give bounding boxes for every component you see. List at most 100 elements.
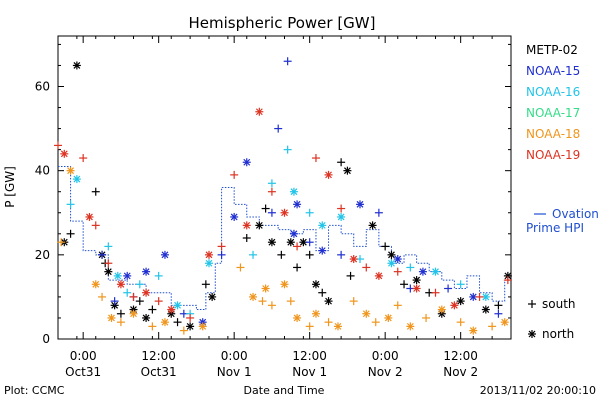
data-point-south — [201, 280, 210, 289]
legend: METP-02 NOAA-15 NOAA-16 NOAA-17 NOAA-18 NOAA-… — [526, 43, 580, 162]
data-point-south — [242, 234, 251, 242]
y-tick-label: 60 — [35, 80, 50, 94]
data-point-south — [406, 263, 415, 272]
data-markers — [54, 57, 512, 335]
data-point-north — [481, 292, 490, 301]
x-tick-label: 12:00 — [292, 349, 327, 363]
data-point-north — [205, 250, 213, 259]
data-point-south — [362, 263, 371, 272]
plot-frame — [57, 35, 512, 340]
data-point-south — [267, 208, 276, 217]
data-point-south — [104, 259, 113, 268]
y-axis-label: P [GW] — [3, 166, 17, 208]
data-point-north — [418, 267, 427, 276]
series-noaa-16 — [66, 145, 490, 318]
data-point-north — [280, 208, 289, 217]
data-point-south — [186, 313, 195, 322]
data-point-south — [54, 141, 62, 150]
marker-legend-label: south — [542, 297, 576, 311]
data-point-north — [205, 259, 213, 268]
x-tick-label: 0:00 — [70, 349, 97, 363]
data-point-north — [116, 280, 125, 289]
x-tick-label: 0:00 — [372, 349, 399, 363]
data-point-south — [261, 204, 270, 213]
data-point-north — [387, 250, 396, 259]
data-point-north — [362, 309, 371, 318]
data-point-south — [258, 297, 267, 306]
x-tick-date: Nov 1 — [292, 365, 327, 379]
data-point-south — [217, 250, 226, 259]
legend-item-metp-02: METP-02 — [526, 43, 578, 57]
marker-legend: south north — [528, 297, 576, 341]
footer-timestamp: 2013/11/02 20:00:10 — [480, 384, 596, 397]
data-point-south — [305, 238, 314, 247]
data-point-south — [110, 297, 119, 306]
data-point-north — [66, 166, 75, 175]
data-point-south — [393, 301, 402, 310]
data-point-south — [475, 292, 484, 301]
data-point-south — [311, 154, 320, 163]
series-noaa-18 — [57, 166, 509, 335]
data-point-north — [412, 276, 421, 285]
data-point-south — [431, 288, 440, 297]
data-point-south — [123, 288, 132, 297]
data-point-north — [267, 238, 276, 247]
legend-item-noaa-16: NOAA-16 — [526, 85, 580, 99]
x-tick-date: Nov 2 — [368, 365, 403, 379]
x-tick-date: Oct31 — [141, 365, 177, 379]
data-point-north — [160, 250, 169, 259]
data-point-north — [469, 326, 478, 335]
data-point-north — [412, 284, 421, 293]
data-point-south — [66, 200, 75, 209]
data-point-south — [91, 221, 100, 230]
data-point-south — [346, 271, 355, 280]
data-point-south — [91, 187, 100, 196]
data-point-north — [160, 318, 169, 327]
data-point-north — [186, 322, 195, 331]
data-point-south — [277, 250, 286, 259]
y-tick-label: 0 — [42, 332, 50, 346]
data-point-north — [261, 284, 270, 293]
data-point-south — [337, 158, 346, 167]
ovation-step-path — [58, 165, 511, 311]
data-point-south — [267, 187, 276, 196]
data-point-south — [349, 297, 358, 306]
footer-plot-credit: Plot: CCMC — [4, 384, 65, 397]
data-point-north — [333, 322, 342, 331]
data-point-south — [318, 288, 327, 297]
x-axis-label: Date and Time — [244, 384, 325, 397]
data-point-south — [337, 250, 346, 259]
data-point-south — [444, 284, 453, 293]
data-point-north — [384, 313, 393, 322]
x-tick-label: 12:00 — [141, 349, 176, 363]
data-point-south — [217, 242, 226, 251]
data-point-north — [356, 200, 364, 209]
data-point-north — [72, 175, 81, 184]
data-point-south — [267, 179, 276, 188]
x-tick-date: Nov 2 — [443, 365, 478, 379]
data-point-north — [324, 297, 333, 306]
chart-title: Hemispheric Power [GW] — [189, 14, 376, 32]
data-point-north — [406, 322, 415, 331]
data-point-north — [72, 61, 81, 70]
data-point-north — [60, 149, 69, 158]
data-point-south — [374, 208, 383, 217]
data-point-north — [343, 166, 352, 175]
data-point-south — [456, 280, 465, 289]
data-point-north — [230, 212, 239, 221]
data-point-north — [286, 238, 295, 247]
data-point-north — [387, 259, 396, 268]
data-point-south — [274, 124, 283, 133]
series-noaa-19 — [54, 107, 512, 322]
legend-item-noaa-18: NOAA-18 — [526, 127, 580, 141]
data-point-north — [289, 229, 298, 238]
data-point-north — [113, 271, 122, 280]
data-point-north — [91, 280, 100, 289]
data-point-north — [349, 255, 358, 264]
data-point-north — [85, 212, 94, 221]
data-point-south — [488, 322, 497, 331]
data-point-south — [494, 309, 503, 318]
data-point-south — [337, 204, 346, 213]
ovation-legend-label-1: Ovation — [552, 207, 599, 221]
